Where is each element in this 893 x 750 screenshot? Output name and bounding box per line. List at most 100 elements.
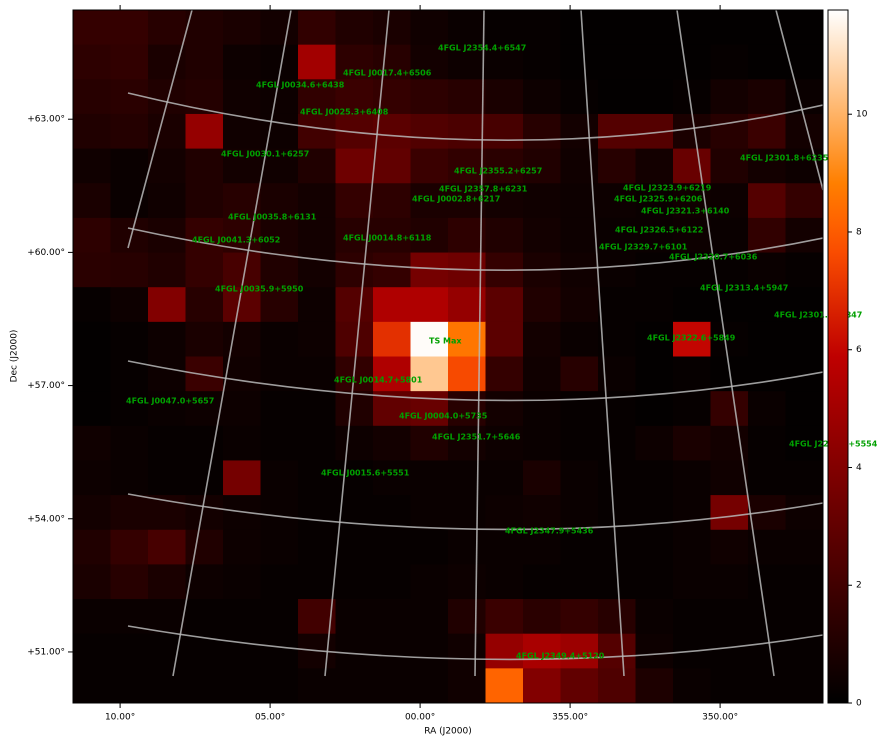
heatmap-cell (260, 113, 299, 150)
heatmap-cell (298, 356, 336, 392)
heatmap-cell (785, 356, 824, 392)
heatmap-cell (223, 529, 261, 565)
heatmap-cell (673, 495, 711, 531)
heatmap-cell (785, 44, 824, 80)
heatmap-cell (448, 148, 486, 184)
heatmap-cell (448, 460, 486, 496)
heatmap-cell (148, 460, 186, 496)
heatmap-cell (110, 183, 149, 219)
heatmap-cell (148, 252, 186, 288)
source-label: 4FGL J2301.8+6235 (740, 154, 829, 163)
heatmap-cell (335, 460, 374, 496)
heatmap-cell (485, 495, 524, 531)
source-label: 4FGL J0030.1+6257 (221, 150, 309, 159)
heatmap-cell (335, 287, 374, 323)
heatmap-cell (523, 599, 561, 635)
heatmap-cell (373, 633, 411, 669)
heatmap-cell (635, 79, 674, 115)
source-label: 4FGL J2355.2+6257 (454, 167, 542, 176)
y-tick-label: +60.00° (27, 248, 65, 258)
heatmap-cell (448, 495, 486, 531)
heatmap-cell (598, 460, 636, 496)
heatmap-cell (710, 529, 749, 565)
heatmap-cell (73, 79, 111, 115)
heatmap-cell (560, 460, 599, 496)
source-label: 4FGL J2357.8+6231 (439, 185, 528, 194)
colorbar (827, 9, 849, 704)
heatmap-cell (448, 633, 486, 669)
heatmap-cell (598, 44, 636, 80)
heatmap-cell (785, 564, 824, 600)
heatmap-cell (110, 321, 149, 357)
heatmap-cell (298, 564, 336, 600)
heatmap-cell (373, 425, 411, 461)
heatmap-cell (448, 356, 486, 392)
heatmap-cell (673, 425, 711, 461)
heatmap-cell (785, 183, 824, 219)
heatmap-cell (635, 564, 674, 600)
heatmap-cell (523, 495, 561, 531)
heatmap-cell (73, 10, 111, 46)
heatmap-cell (785, 495, 824, 531)
heatmap-cell (185, 183, 224, 219)
heatmap-cell (410, 217, 449, 254)
heatmap-cell (635, 287, 674, 323)
coord-grid (127, 10, 823, 677)
heatmap-cell (448, 217, 486, 254)
heatmap-cell (448, 391, 486, 427)
source-label: 4FGL J0035.8+6131 (228, 213, 317, 222)
source-label: 4FGL J0047.0+5657 (126, 397, 214, 406)
source-label: 4FGL J0014.8+6118 (343, 234, 432, 243)
heatmap-cell (748, 564, 786, 600)
heatmap-cell (710, 599, 749, 635)
source-label: 4FGL J2323.9+6219 (623, 184, 712, 193)
colorbar-tick-label: 8 (856, 227, 862, 237)
heatmap-cell (523, 321, 561, 357)
source-label: 4FGL J2326.5+6122 (615, 226, 703, 235)
heatmap-cell (298, 495, 336, 531)
source-label: 4FGL J2351.7+5646 (432, 433, 521, 442)
heatmap-cell (598, 668, 636, 704)
source-label: 4FGL J0035.9+5950 (215, 285, 304, 294)
heatmap-cell (710, 321, 749, 357)
heatmap-cell (523, 668, 561, 704)
heatmap-cell (110, 148, 149, 184)
heatmap-cell (260, 321, 299, 357)
heatmap-cell (110, 252, 149, 288)
heatmap-cell (748, 460, 786, 496)
heatmap-cell (710, 425, 749, 461)
heatmap-cell (560, 599, 599, 635)
heatmap-cell (785, 217, 824, 254)
heatmap-cell (73, 391, 111, 427)
heatmap-cell (560, 633, 599, 669)
heatmap-cell (260, 460, 299, 496)
heatmap-cell (185, 321, 224, 357)
heatmap-cell (523, 113, 561, 150)
heatmap-cell (523, 79, 561, 115)
heatmap-cell (635, 599, 674, 635)
heatmap-cell (148, 183, 186, 219)
heatmap-cell (710, 10, 749, 46)
heatmap-cell (598, 633, 636, 669)
heatmap-cell (560, 217, 599, 254)
heatmap-cell (410, 668, 449, 704)
heatmap-cell (185, 252, 224, 288)
heatmap-cell (335, 668, 374, 704)
heatmap-cell (523, 217, 561, 254)
heatmap-cell (373, 564, 411, 600)
heatmap-cell (598, 252, 636, 288)
heatmap-cell (335, 633, 374, 669)
y-tick-label: +54.00° (27, 514, 65, 524)
heatmap-cell (410, 425, 449, 461)
heatmap-cell (635, 425, 674, 461)
heatmap-cell (785, 633, 824, 669)
heatmap-cell (335, 599, 374, 635)
heatmap-cell (223, 252, 261, 288)
heatmap-cell (635, 356, 674, 392)
heatmap-cell (560, 321, 599, 357)
heatmap-cell (73, 287, 111, 323)
heatmap-cell (635, 529, 674, 565)
heatmap-cell (185, 356, 224, 392)
heatmap-cell (335, 148, 374, 184)
